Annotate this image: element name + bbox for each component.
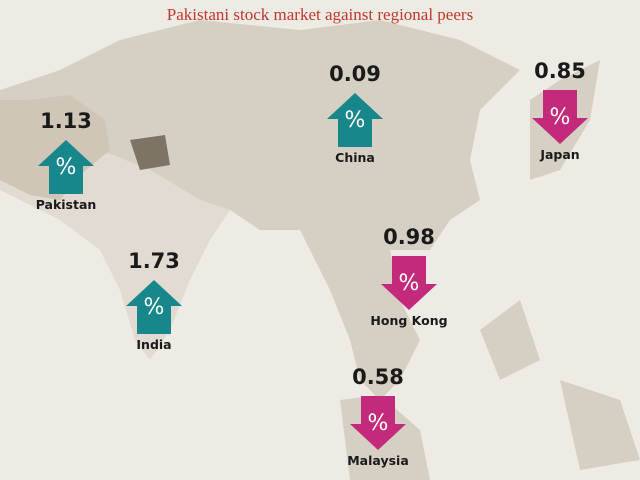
percent-symbol: %: [56, 155, 77, 180]
percent-symbol: %: [399, 271, 420, 296]
land-southeast-asia: [300, 230, 420, 400]
market-value: 0.09: [329, 62, 381, 86]
market-name: India: [136, 337, 171, 352]
title: Pakistani stock market against regional …: [167, 5, 473, 24]
arrow-down: [381, 256, 437, 310]
market-value: 0.58: [352, 365, 404, 389]
market-name: Hong Kong: [370, 313, 447, 328]
land-islands: [480, 300, 640, 470]
arrow-up: [327, 93, 383, 147]
arrow-up: [38, 140, 94, 194]
region-kashmir: [130, 135, 170, 170]
market-name: China: [335, 150, 375, 165]
percent-symbol: %: [345, 108, 366, 133]
arrow-down: [350, 396, 406, 450]
percent-symbol: %: [144, 295, 165, 320]
land-north: [0, 20, 520, 250]
percent-symbol: %: [550, 105, 571, 130]
market-name: Malaysia: [347, 453, 409, 468]
land-pakistan: [0, 95, 110, 200]
percent-symbol: %: [368, 411, 389, 436]
arrow-down: [532, 90, 588, 144]
arrow-up: [126, 280, 182, 334]
market-value: 0.85: [534, 59, 586, 83]
market-name: Japan: [539, 147, 579, 162]
market-value: 1.73: [128, 249, 180, 273]
market-value: 1.13: [40, 109, 92, 133]
market-name: Pakistan: [36, 197, 97, 212]
market-value: 0.98: [383, 225, 435, 249]
